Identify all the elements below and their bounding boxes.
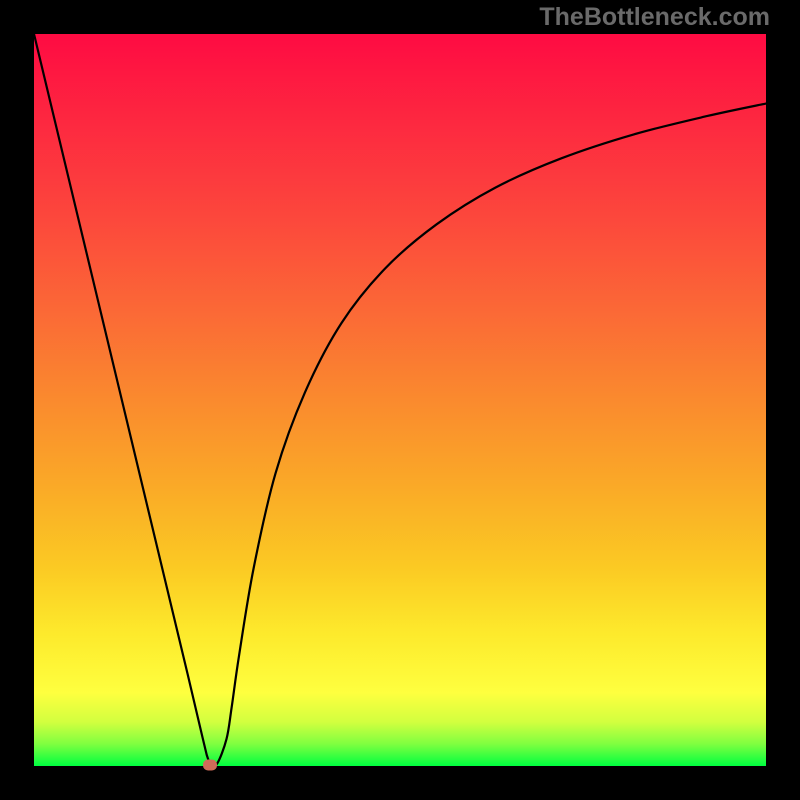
minimum-marker	[203, 759, 217, 770]
chart-stage: TheBottleneck.com	[0, 0, 800, 800]
curve-svg	[0, 0, 800, 800]
curve-right-branch	[210, 104, 766, 766]
watermark-text: TheBottleneck.com	[539, 3, 770, 32]
curve-left-branch	[34, 34, 210, 764]
